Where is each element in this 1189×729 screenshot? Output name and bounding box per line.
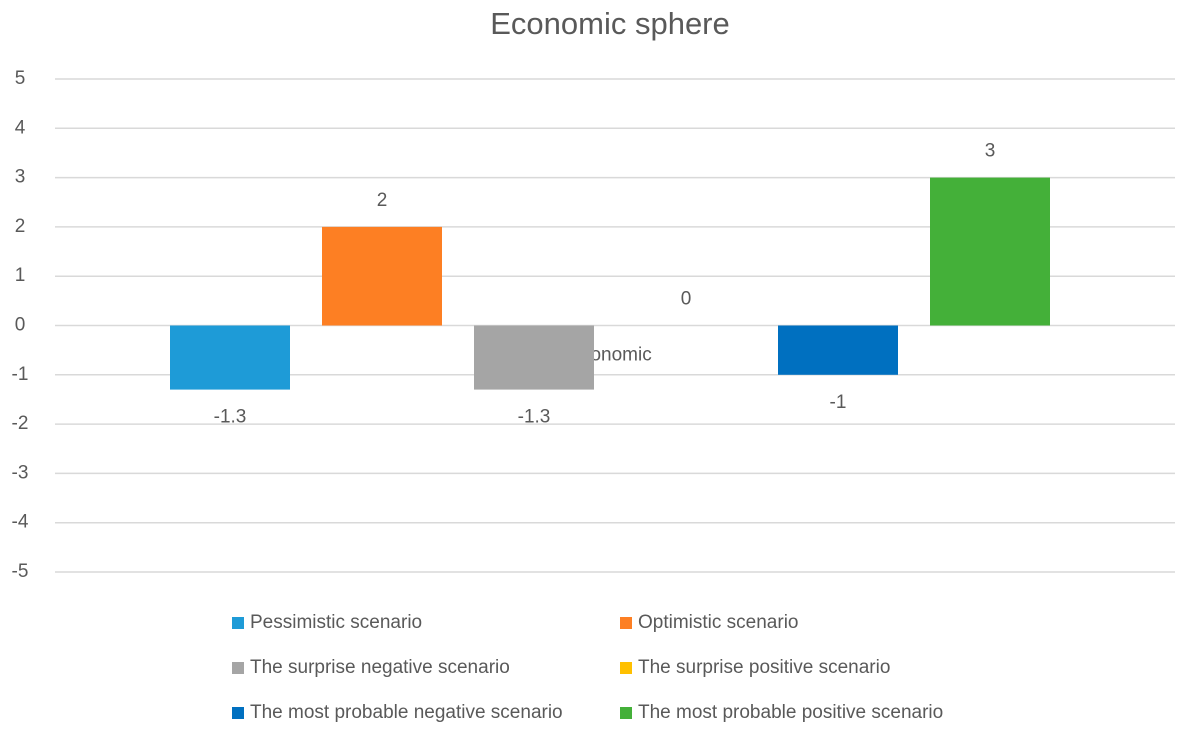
y-tick-label: 5	[15, 68, 26, 89]
legend-marker	[232, 707, 244, 719]
y-tick-label: -5	[12, 561, 29, 582]
data-label: 3	[985, 141, 996, 162]
bar	[930, 177, 1050, 326]
data-label: -1	[830, 392, 847, 413]
y-tick-label: -1	[12, 364, 29, 385]
legend-marker	[620, 617, 632, 629]
legend-label: The most probable positive scenario	[638, 702, 943, 723]
y-tick-label: -4	[12, 512, 29, 533]
bar	[778, 325, 898, 375]
y-tick-label: 3	[15, 167, 26, 188]
y-tick-label: 2	[15, 216, 26, 237]
bar	[322, 226, 442, 326]
y-tick-label: 4	[15, 117, 26, 138]
legend-label: The surprise negative scenario	[250, 657, 510, 678]
y-tick-label: -2	[12, 413, 29, 434]
data-label: -1.3	[214, 407, 247, 428]
legend-marker	[232, 662, 244, 674]
bar	[474, 325, 594, 390]
legend-marker	[620, 662, 632, 674]
bar	[170, 325, 290, 390]
data-label: 2	[377, 190, 388, 211]
legend-label: Pessimistic scenario	[250, 612, 422, 633]
legend-label: The surprise positive scenario	[638, 657, 890, 678]
data-label: -1.3	[518, 407, 551, 428]
y-tick-label: -3	[12, 462, 29, 483]
legend-marker	[232, 617, 244, 629]
legend-label: The most probable negative scenario	[250, 702, 563, 723]
y-tick-label: 0	[15, 315, 26, 336]
legend-label: Optimistic scenario	[638, 612, 799, 633]
chart-title: Economic sphere	[490, 6, 730, 41]
legend-marker	[620, 707, 632, 719]
y-tick-label: 1	[15, 265, 26, 286]
data-label: 0	[681, 289, 692, 310]
